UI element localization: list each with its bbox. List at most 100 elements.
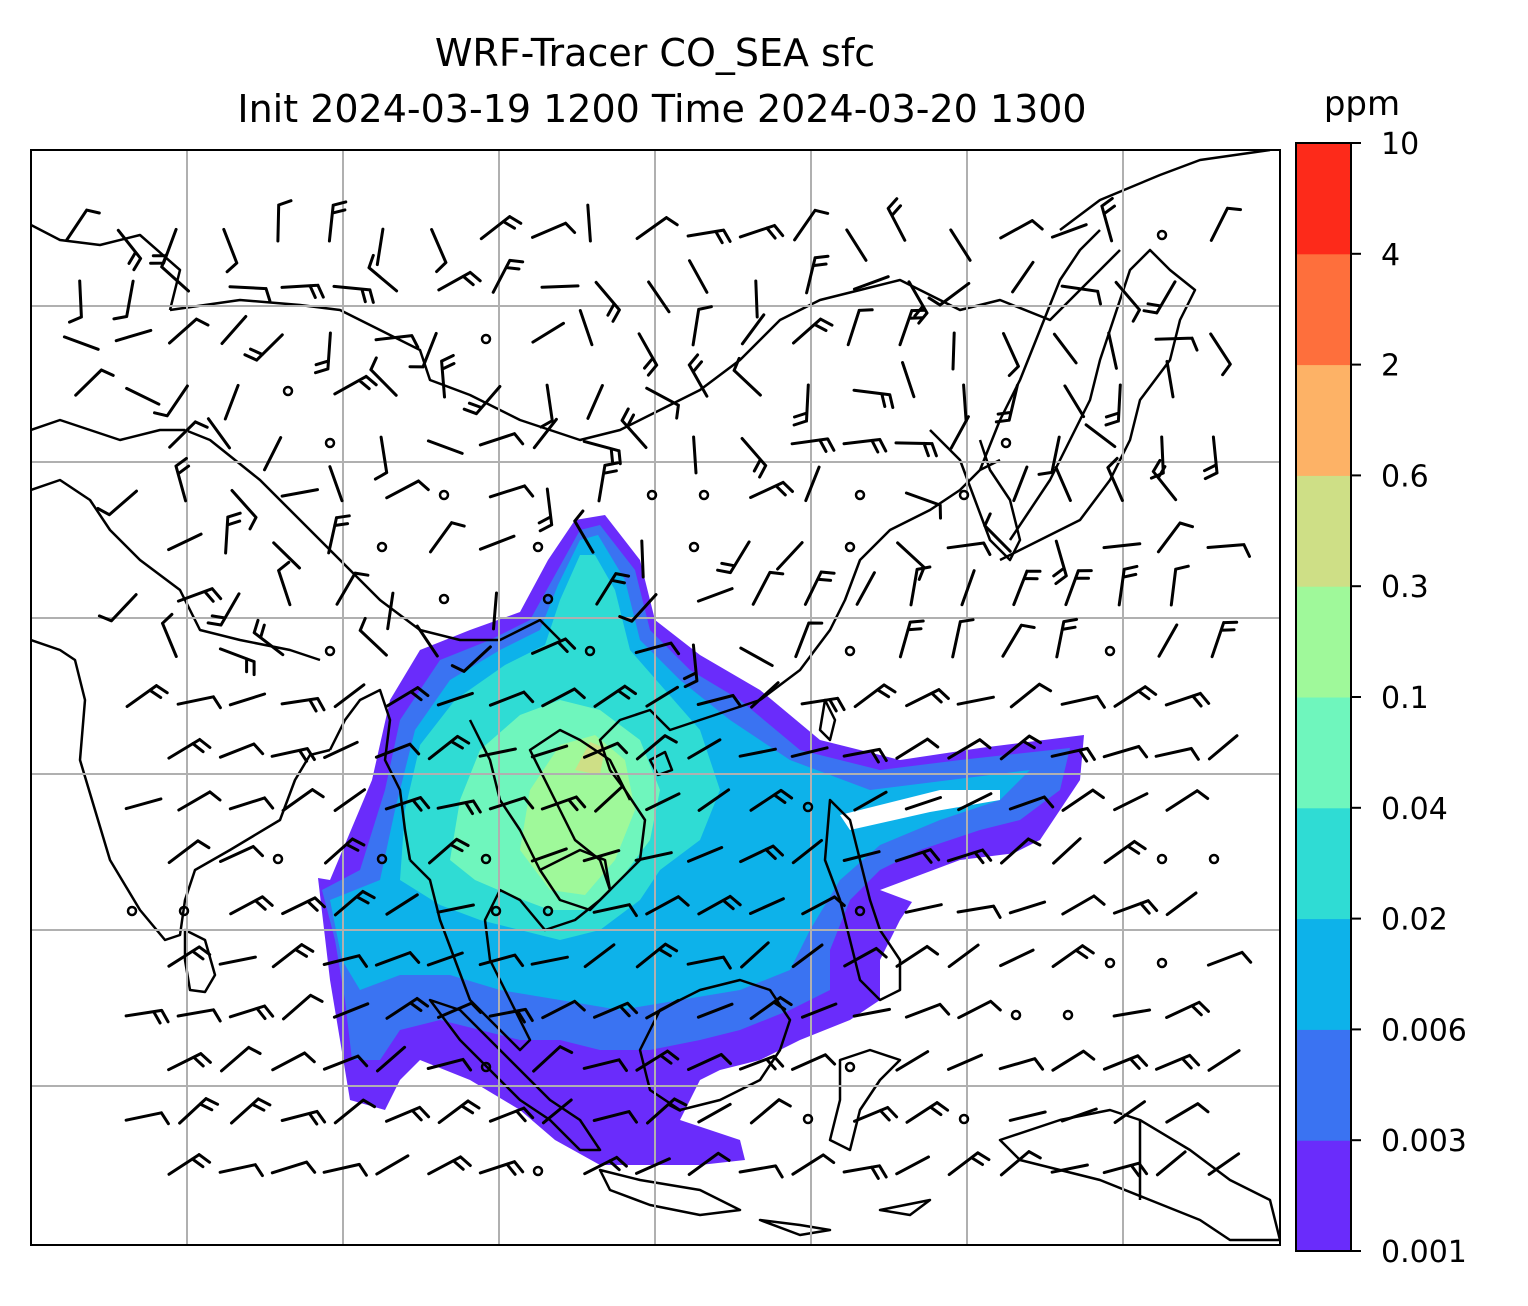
wind-barb [385,893,419,916]
coastline-myanmar-west [328,688,412,861]
wind-barb [531,637,577,655]
wind-barb [994,383,1019,424]
wind-barb [167,738,212,760]
wind-barb [333,683,366,709]
calm-wind-marker [532,541,544,553]
border-pakistan [31,478,321,662]
wind-barb [956,695,995,706]
wind-barb [228,692,267,707]
wind-barb [776,541,804,571]
calm-wind-marker [376,853,388,865]
wind-barb [333,788,366,812]
wind-barb [999,219,1044,240]
wind-barb [635,734,678,761]
calm-wind-marker [272,853,284,865]
wind-barb [167,1052,212,1072]
wind-barb [845,228,868,262]
wind-barb [740,941,770,969]
wind-barb [646,1097,688,1125]
wind-barb [1206,950,1253,967]
wind-barbs [62,196,1253,1180]
wind-barb [1113,685,1158,708]
wind-barb [230,489,258,531]
wind-barb [852,275,890,291]
colorbar-tick-label: 4 [1381,238,1400,273]
wind-barb [488,484,535,499]
wind-barb [749,480,794,499]
calm-wind-marker [1000,437,1012,449]
wind-barb [739,844,784,864]
wind-barb [1008,795,1055,811]
wind-barb [1100,196,1116,243]
wind-barb [223,383,240,421]
wind-barb [904,491,942,520]
wind-barb [322,1054,369,1071]
wind-barb [749,1098,792,1125]
wind-barb [687,353,709,398]
wind-barb [805,254,830,295]
wind-barb [895,1050,930,1072]
border-china-south [184,428,561,642]
wind-barb [1154,747,1200,761]
wind-barb [750,681,780,709]
wind-barb [846,308,874,347]
calm-wind-marker [802,1113,814,1125]
wind-barb [178,1097,220,1125]
wind-barb [582,439,622,466]
wind-barb [1206,543,1251,558]
wind-barb [426,951,464,967]
calm-wind-marker [584,645,596,657]
colorbar-ticks: 0.001 0.003 0.006 0.02 0.04 0.1 0.3 0.6 2 4 10 [1351,127,1467,1270]
wind-barb [751,570,785,606]
coastline-malay-peninsula [409,458,1001,1052]
wind-barb [218,1163,264,1178]
wind-barb [895,945,940,968]
wind-barb [174,456,191,503]
wind-barb [1155,1053,1201,1071]
wind-barb [691,305,713,347]
wind-barb [998,1057,1045,1071]
colorbar-tick-label: 0.6 [1381,459,1429,494]
calm-wind-marker [542,593,554,605]
wind-barb [739,646,774,667]
wind-barb [583,1155,628,1176]
calm-wind-marker [324,437,336,449]
calm-wind-marker [1104,957,1116,969]
wind-barb [582,849,621,863]
wind-barb [688,259,709,294]
wind-barb [1103,840,1147,864]
wind-barb [635,216,679,240]
wind-barb [895,1155,930,1176]
wind-barb [696,1002,734,1019]
wind-barb [1061,894,1106,916]
wind-barb [436,799,482,816]
wind-barb [791,1153,836,1176]
wind-barb [957,792,993,812]
colorbar-unit: ppm [1324,84,1400,124]
wind-barb [124,1008,170,1025]
wind-barb [909,565,932,607]
coastline-kamchatka [1059,150,1271,231]
wind-barb [956,904,1002,919]
wind-barb [168,317,210,345]
wind-barb [428,837,470,865]
wind-barb [1000,837,1042,865]
wind-barb [697,1102,732,1124]
wind-barb [124,797,163,811]
wind-barb [65,208,101,242]
wind-barb [177,790,222,812]
colorbar-tick-label: 0.001 [1381,1235,1467,1270]
wind-barb [583,943,616,969]
wind-barb [462,385,502,416]
wind-barb [385,479,430,500]
wind-barb [125,386,161,406]
wind-barb [957,999,1002,1020]
wind-barb [1037,435,1061,476]
border-indochina [468,719,632,912]
wind-barb [532,1045,574,1073]
border-cambodia [539,848,612,891]
wind-barb [947,1151,991,1177]
wind-barb [176,695,222,710]
wind-barb [686,955,732,970]
